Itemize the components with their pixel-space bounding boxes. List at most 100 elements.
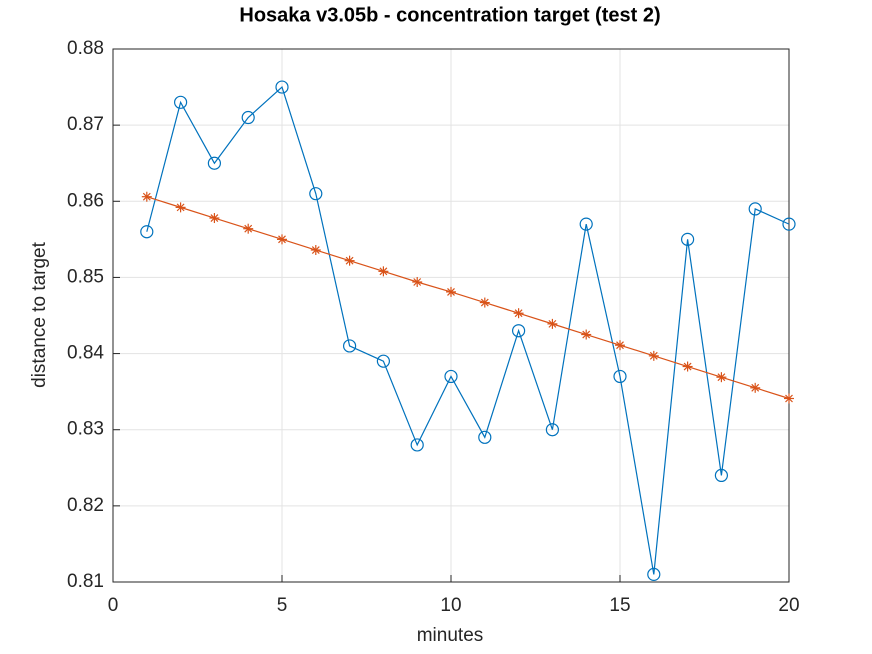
star-stroke: [244, 224, 253, 233]
circle-marker: [714, 468, 729, 482]
circle-marker: [174, 95, 188, 109]
data-point: [680, 232, 695, 246]
chart-title: Hosaka v3.05b - concentration target (te…: [239, 4, 660, 26]
data-point: [410, 438, 424, 452]
data-point: [207, 156, 221, 170]
star-stroke: [751, 383, 760, 392]
data-point: [782, 217, 796, 231]
y-tick-label: 0.82: [67, 495, 104, 516]
data-point: [545, 423, 560, 437]
circle-marker: [647, 567, 661, 581]
circle-marker: [613, 369, 627, 384]
star-stroke: [649, 351, 658, 360]
star-stroke: [717, 373, 726, 382]
y-tick-label: 0.87: [67, 114, 104, 135]
circle-marker: [545, 423, 560, 437]
data-point: [479, 297, 490, 308]
data-point: [275, 80, 289, 94]
circle-marker: [309, 187, 323, 201]
data-point: [412, 276, 423, 287]
circle-marker: [275, 80, 289, 94]
x-tick-label: 0: [108, 595, 119, 616]
star-stroke: [548, 319, 557, 328]
y-tick-label: 0.84: [67, 343, 104, 364]
data-point: [716, 372, 727, 383]
x-axis-label: minutes: [417, 625, 484, 646]
data-point: [579, 217, 593, 231]
star-stroke: [447, 287, 455, 296]
series-line: [146, 196, 790, 400]
data-point: [647, 567, 661, 581]
circle-marker: [140, 225, 154, 239]
star-stroke: [176, 203, 185, 212]
circle-marker: [511, 324, 526, 338]
circle-marker: [376, 354, 390, 368]
circle-marker: [410, 438, 424, 452]
y-tick-label: 0.88: [67, 38, 104, 59]
star-stroke: [785, 394, 793, 403]
data-point: [444, 369, 458, 384]
data-point: [547, 318, 558, 329]
data-point: [682, 361, 693, 372]
y-tick-label: 0.85: [67, 266, 104, 287]
star-stroke: [683, 362, 692, 371]
star-stroke: [616, 341, 624, 350]
y-axis-label: distance to target: [29, 241, 50, 387]
data-point: [141, 191, 152, 202]
series-line: [146, 86, 790, 575]
data-point: [277, 234, 287, 245]
data-point: [748, 202, 762, 216]
data-point: [478, 430, 492, 444]
star-stroke: [345, 256, 354, 265]
star-stroke: [210, 214, 219, 222]
y-tick-label: 0.81: [67, 571, 104, 592]
data-point: [174, 95, 188, 109]
circle-marker: [343, 339, 357, 353]
data-point: [310, 245, 321, 256]
data-point: [175, 202, 186, 213]
star-stroke: [582, 330, 591, 339]
plot-frame: [112, 48, 790, 583]
star-stroke: [278, 235, 286, 244]
star-stroke: [413, 278, 422, 286]
x-tick-label: 5: [277, 595, 288, 616]
data-point: [378, 266, 389, 277]
star-stroke: [379, 267, 388, 276]
star-stroke: [480, 298, 489, 307]
data-point: [241, 110, 255, 125]
data-point: [309, 187, 323, 201]
circle-marker: [579, 217, 593, 231]
data-point: [784, 393, 794, 404]
data-point: [750, 382, 761, 393]
y-tick-label: 0.83: [67, 419, 104, 440]
x-tick-label: 20: [778, 595, 799, 616]
data-point: [714, 468, 729, 482]
data-point: [344, 255, 355, 266]
x-tick-label: 10: [440, 595, 461, 616]
circle-marker: [748, 202, 762, 216]
star-stroke: [142, 192, 151, 201]
circle-marker: [680, 232, 695, 246]
circle-marker: [241, 110, 255, 125]
x-tick-label: 15: [609, 595, 630, 616]
data-point: [209, 213, 220, 224]
data-point: [511, 324, 526, 338]
y-tick-label: 0.86: [67, 190, 104, 211]
star-stroke: [311, 246, 320, 254]
data-point: [581, 329, 592, 340]
data-point: [376, 354, 390, 368]
data-point: [140, 225, 154, 239]
circle-marker: [782, 217, 796, 231]
data-point: [513, 308, 524, 319]
circle-marker: [207, 156, 221, 170]
data-point: [615, 340, 625, 351]
data-point: [446, 286, 456, 297]
data-point: [243, 223, 254, 234]
circle-marker: [478, 430, 492, 444]
data-point: [648, 350, 659, 361]
data-point: [613, 369, 627, 384]
star-stroke: [514, 309, 523, 318]
circle-marker: [444, 369, 458, 384]
